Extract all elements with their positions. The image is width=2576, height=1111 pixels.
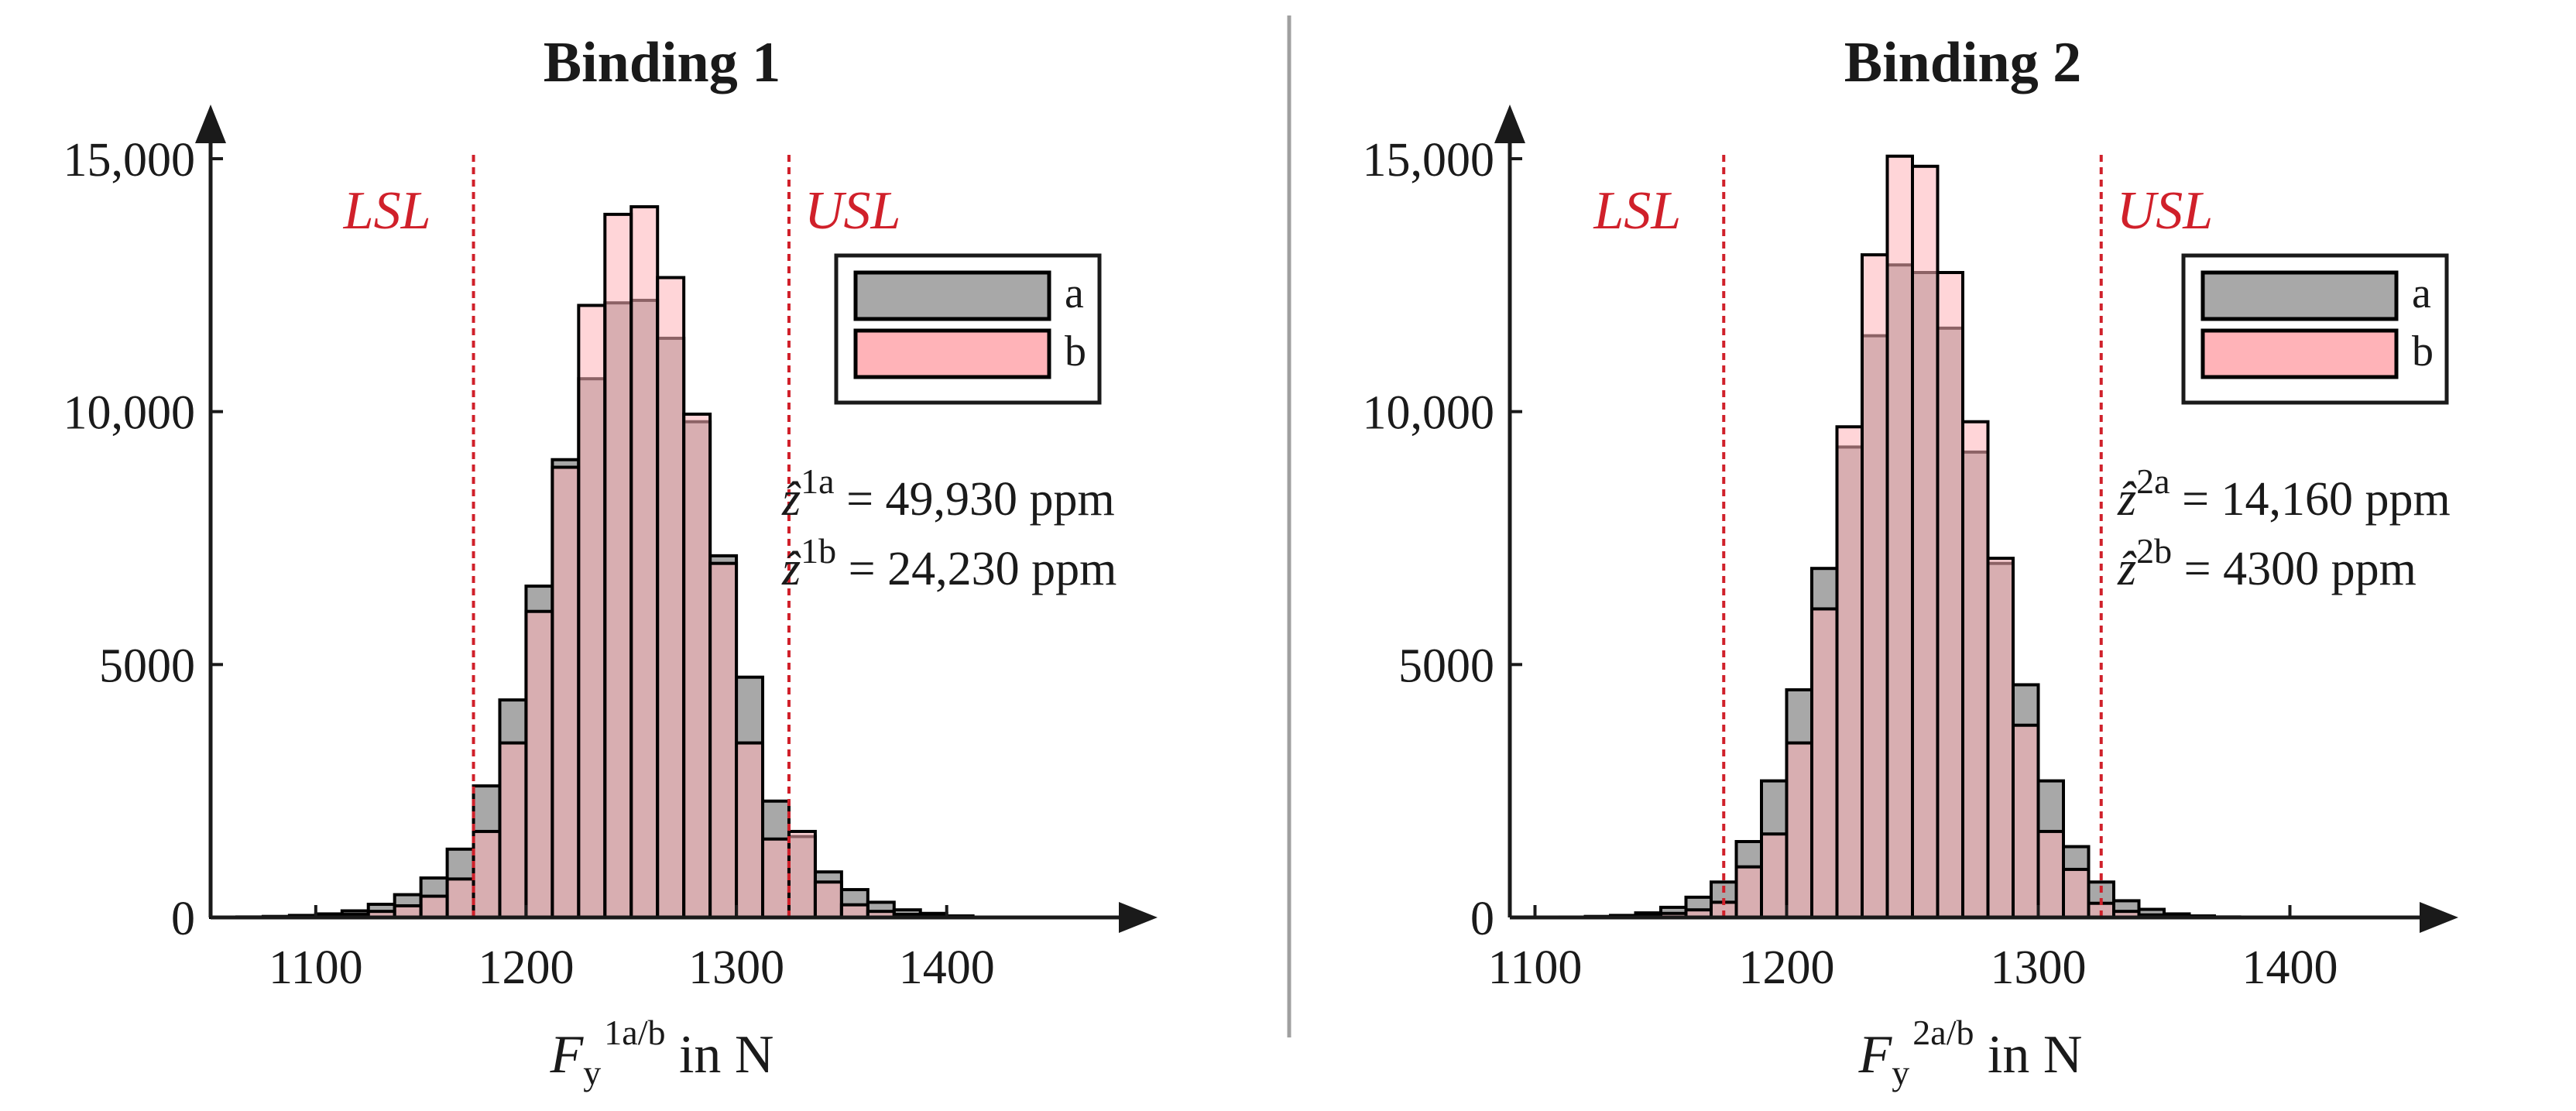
bar-b-22 [787,829,817,920]
annotation-1b: ẑ1b = 24,230 ppm [781,531,1116,595]
x-tick-label-1300: 1300 [688,941,784,994]
bar-b-13 [551,465,581,919]
bar-b-10 [1785,741,1813,919]
bar-b-13 [1861,253,1889,919]
lsl-label: LSL [1593,181,1681,241]
bar-b-8 [419,894,449,920]
bar-b-9 [1760,832,1789,919]
legend: ab [2181,253,2449,405]
y-axis-arrow [195,105,226,143]
y-axis-arrow [1494,105,1525,143]
bar-b-8 [1734,865,1763,920]
bar-b-18 [682,412,712,919]
x-tick-label-1100: 1100 [269,941,363,994]
bar-b-17 [656,276,686,919]
legend-swatch-b [2200,328,2399,379]
usl-label: USL [2117,181,2213,241]
x-axis-arrow [2420,902,2458,933]
bar-b-16 [1936,271,1964,919]
lsl-label: LSL [343,181,431,241]
annotation-2a: ẑ2a = 14,160 ppm [2117,461,2451,526]
x-tick-label-1200: 1200 [1739,941,1835,994]
x-axis-arrow [1119,902,1158,933]
bar-b-20 [735,741,765,919]
bar-b-9 [445,877,475,919]
bar-b-11 [498,741,528,919]
bar-b-19 [708,561,739,919]
bar-b-11 [1810,607,1839,919]
y-tick-label-10000: 10,000 [63,387,196,440]
bar-b-14 [1885,154,1914,920]
x-tick-label-1300: 1300 [1991,941,2087,994]
bar-b-23 [813,880,843,920]
bar-b-15 [603,212,633,919]
bar-b-14 [577,303,607,920]
legend-swatch-a [2200,270,2399,321]
bar-b-21 [761,837,791,919]
bar-b-12 [524,609,554,919]
legend-label-b: b [2412,327,2434,375]
usl-label: USL [804,181,900,241]
x-axis-label: Fy2a/b in N [1858,1013,2083,1092]
legend-label-a: a [2412,269,2431,317]
y-tick-label-0: 0 [1470,893,1494,945]
y-tick-label-0: 0 [171,893,195,945]
annotation-1a: ẑ1a = 49,930 ppm [781,461,1115,526]
chart-title: Binding 1 [544,31,780,94]
bar-b-19 [2012,723,2040,919]
x-tick-label-1200: 1200 [478,941,574,994]
chart-binding-2: Binding 2 LSL USL 1100 1200 1300 1400 0 5000 10,0… [1363,31,2458,1092]
bar-b-21 [2062,867,2091,920]
x-tick-label-1100: 1100 [1488,941,1583,994]
y-tick-label-15000: 15,000 [63,134,196,187]
chart-title: Binding 2 [1844,31,2081,94]
bar-b-10 [472,829,502,920]
legend-swatch-b [853,328,1051,379]
bar-b-17 [1961,420,1990,919]
bar-b-15 [1911,164,1940,920]
x-tick-label-1400: 1400 [899,941,995,994]
legend-swatch-a [853,270,1051,321]
bar-b-12 [1835,425,1864,919]
x-tick-label-1400: 1400 [2242,941,2338,994]
y-tick-label-5000: 5000 [1398,640,1494,692]
legend-label-b: b [1065,327,1086,375]
annotation-2b: ẑ2b = 4300 ppm [2117,531,2417,595]
y-tick-label-15000: 15,000 [1363,134,1495,187]
bar-b-18 [1986,557,2015,919]
y-tick-label-5000: 5000 [99,640,195,692]
chart-binding-1: Binding 1 LSL USL 1100 1200 1300 1400 0 5000 10,0… [63,31,1158,1092]
bar-b-20 [2036,829,2065,920]
legend: ab [834,253,1102,405]
y-tick-label-10000: 10,000 [1363,387,1495,440]
bar-b-16 [629,205,660,919]
legend-label-a: a [1065,269,1084,317]
x-axis-label: Fy1a/b in N [550,1013,774,1092]
